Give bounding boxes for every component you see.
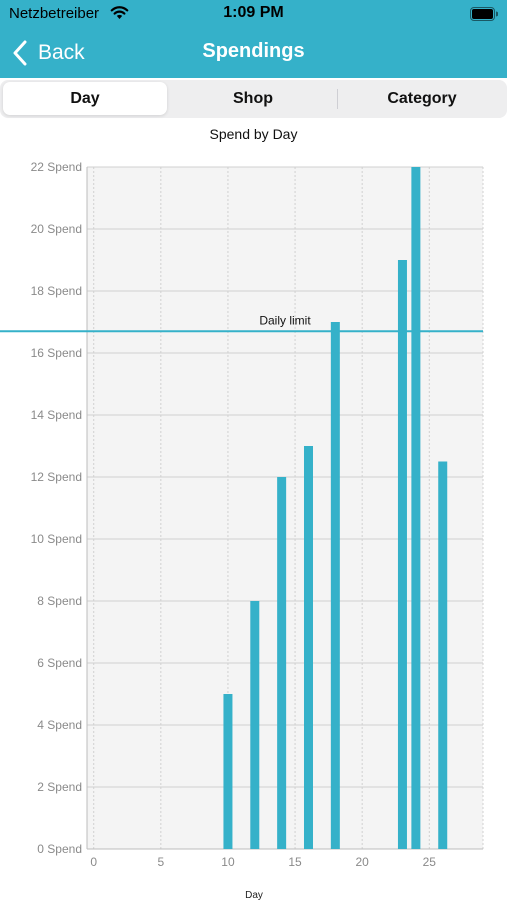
segment-day[interactable]: Day (3, 82, 167, 115)
page-title: Spendings (202, 40, 305, 62)
x-tick-label: 15 (288, 855, 302, 869)
y-tick-label: 14 Spend (31, 408, 82, 422)
bar-day-12 (250, 601, 260, 849)
y-tick-label: 16 Spend (31, 346, 82, 360)
x-axis-title: Day (245, 890, 263, 900)
x-tick-label: 5 (157, 855, 164, 869)
navigation-bar: Back Spendings (0, 28, 507, 78)
y-tick-label: 0 Spend (37, 842, 82, 856)
x-tick-label: 10 (221, 855, 235, 869)
daily-limit-label: Daily limit (259, 313, 311, 327)
back-label: Back (38, 41, 85, 64)
y-tick-label: 22 Spend (31, 160, 82, 174)
segment-shop[interactable]: Shop (233, 89, 273, 107)
back-button[interactable]: Back (12, 38, 85, 68)
bar-day-16 (303, 446, 313, 849)
x-tick-label: 20 (356, 855, 370, 869)
chevron-left-icon (13, 40, 27, 66)
battery-icon (470, 7, 498, 21)
bar-day-23 (397, 260, 407, 849)
bar-day-14 (277, 477, 287, 849)
carrier-label: Netzbetreiber (9, 5, 100, 22)
y-tick-label: 4 Spend (37, 718, 82, 732)
y-tick-label: 6 Spend (37, 656, 82, 670)
y-tick-label: 10 Spend (31, 532, 82, 546)
y-tick-label: 12 Spend (31, 470, 82, 484)
y-tick-label: 20 Spend (31, 222, 82, 236)
status-bar: Netzbetreiber 1:09 PM (0, 0, 507, 28)
y-tick-label: 8 Spend (37, 594, 82, 608)
chart-title: Spend by Day (209, 126, 298, 142)
x-tick-label: 0 (90, 855, 97, 869)
bar-day-18 (330, 322, 340, 849)
wifi-icon (110, 6, 129, 19)
status-time: 1:09 PM (223, 4, 284, 21)
y-tick-label: 18 Spend (31, 284, 82, 298)
bar-day-26 (438, 461, 448, 849)
bar-day-10 (223, 694, 233, 849)
x-tick-label: 25 (423, 855, 437, 869)
segment-category[interactable]: Category (387, 89, 457, 107)
bar-day-24 (411, 167, 421, 849)
segment-divider (337, 89, 338, 109)
y-tick-label: 2 Spend (37, 780, 82, 794)
segmented-control: Day Shop Category (0, 80, 507, 118)
header: Netzbetreiber 1:09 PM Back Spendings (0, 0, 507, 78)
